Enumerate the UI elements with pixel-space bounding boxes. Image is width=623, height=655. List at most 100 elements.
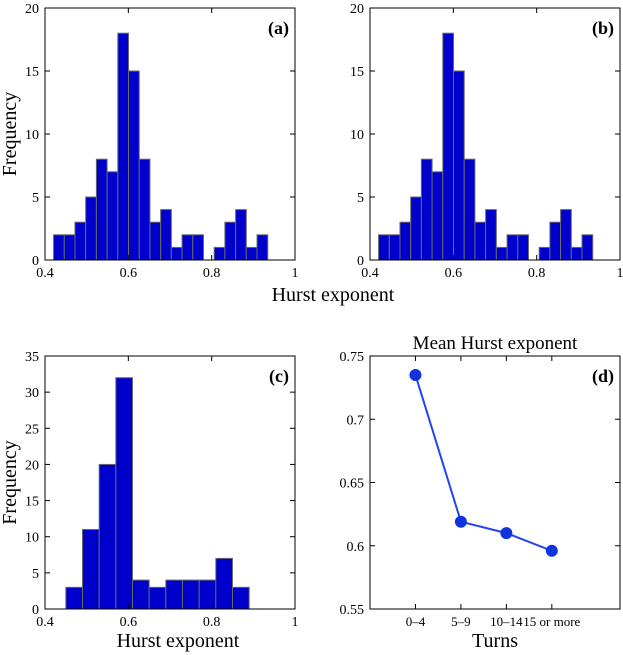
y-tick-label: 0	[357, 254, 364, 269]
histogram-bar	[74, 221, 87, 261]
histogram-bar	[181, 234, 194, 261]
y-tick-label: 30	[25, 386, 39, 401]
y-tick-label: 0.75	[340, 350, 365, 365]
histogram-bar	[165, 579, 183, 610]
y-tick-label: 0	[32, 603, 39, 618]
histogram-bar	[224, 221, 237, 261]
x-tick-label: 0.4	[361, 266, 379, 281]
y-tick-label: 5	[357, 191, 364, 206]
histogram-bar	[65, 586, 84, 610]
histogram-bar	[442, 32, 455, 261]
histogram-bar	[378, 234, 390, 261]
histogram-bar	[63, 234, 76, 261]
data-point	[500, 527, 513, 540]
histogram-bar	[232, 586, 250, 610]
x-tick-label: 0.8	[203, 266, 221, 281]
data-point	[409, 368, 422, 381]
histogram-bar	[388, 234, 401, 261]
histogram-bar	[215, 557, 233, 610]
x-category-label: 15 or more	[523, 614, 580, 629]
y-tick-label: 15	[350, 65, 364, 80]
y-tick-label: 15	[25, 495, 39, 510]
data-point	[454, 515, 467, 528]
y-tick-label: 0.65	[340, 477, 365, 492]
y-tick-label: 5	[32, 191, 39, 206]
x-tick-label: 0.4	[36, 615, 54, 630]
x-category-label: 10–14	[490, 614, 523, 629]
chart-title: Mean Hurst exponent	[413, 333, 578, 354]
histogram-bar	[170, 246, 183, 261]
y-tick-label: 10	[350, 128, 364, 143]
x-category-label: 5–9	[451, 614, 471, 629]
histogram-bar	[256, 234, 269, 261]
series-line	[414, 374, 553, 552]
y-tick-label: 5	[32, 567, 39, 582]
y-tick-label: 20	[350, 2, 364, 17]
histogram-bar	[82, 528, 100, 610]
histogram-bar	[182, 579, 200, 610]
y-tick-label: 20	[25, 2, 39, 17]
histogram-bar	[463, 158, 476, 261]
histogram-bar	[517, 234, 529, 261]
histogram-bar	[506, 234, 519, 261]
histogram-bar	[570, 246, 583, 261]
y-tick-label: 0	[32, 254, 39, 269]
panel-label: (c)	[269, 366, 289, 387]
x-tick-label: 0.6	[445, 266, 463, 281]
x-tick-label: 1	[292, 615, 299, 630]
histogram-bar	[485, 209, 497, 261]
y-tick-label: 0.55	[340, 603, 365, 618]
x-axis-label: Turns	[472, 630, 518, 652]
y-tick-label: 10	[25, 128, 39, 143]
shared-ylabel: Frequency	[0, 92, 21, 176]
histogram-bar	[138, 158, 151, 261]
histogram-bar	[538, 246, 551, 261]
histogram-bar	[581, 234, 594, 261]
histogram-bar	[474, 221, 487, 261]
histogram-bar	[160, 209, 172, 261]
histogram-bar	[399, 221, 412, 261]
panel-label: (a)	[268, 18, 289, 39]
data-point	[545, 544, 558, 557]
panel-d: 0.55 0.6 0.65 0.7 0.75 0–4 5–9 10–14 15 or more (…	[340, 333, 621, 652]
panel-label: (b)	[592, 18, 614, 39]
shared-xlabel: Hurst exponent	[272, 284, 395, 306]
histogram-bar	[245, 246, 258, 261]
y-tick-label: 15	[25, 65, 39, 80]
x-tick-label: 0.6	[120, 266, 138, 281]
y-tick-label: 10	[25, 531, 39, 546]
x-category-label: 0–4	[406, 614, 426, 629]
x-tick-label: 0.8	[203, 615, 221, 630]
histogram-bar	[453, 70, 465, 261]
histogram-bar	[410, 196, 422, 261]
x-tick-label: 0.8	[528, 266, 546, 281]
histogram-bar	[95, 158, 108, 261]
histogram-bar	[213, 246, 226, 261]
histogram-bar	[549, 221, 562, 261]
histogram-bar	[192, 234, 204, 261]
x-tick-label: 0.4	[36, 266, 54, 281]
histogram-bar	[431, 171, 444, 261]
y-tick-label: 25	[25, 422, 39, 437]
histogram-bar	[198, 579, 217, 610]
histogram-bar	[117, 32, 130, 261]
panel-label: (d)	[592, 366, 614, 387]
axes-frame-c	[44, 355, 296, 610]
x-tick-label: 1	[617, 266, 623, 281]
histogram-bar	[53, 234, 65, 261]
x-axis-label: Hurst exponent	[117, 630, 240, 652]
histogram-bar	[235, 209, 247, 261]
histogram-bar	[132, 579, 150, 610]
histogram-bar	[149, 221, 162, 261]
x-tick-label: 0.6	[120, 615, 138, 630]
histogram-bar	[128, 70, 140, 261]
histogram-bar	[560, 209, 572, 261]
y-axis-label: Frequency	[0, 440, 21, 524]
histogram-bar	[106, 171, 119, 261]
axes-frame-d	[369, 355, 621, 610]
y-tick-label: 35	[25, 350, 39, 365]
